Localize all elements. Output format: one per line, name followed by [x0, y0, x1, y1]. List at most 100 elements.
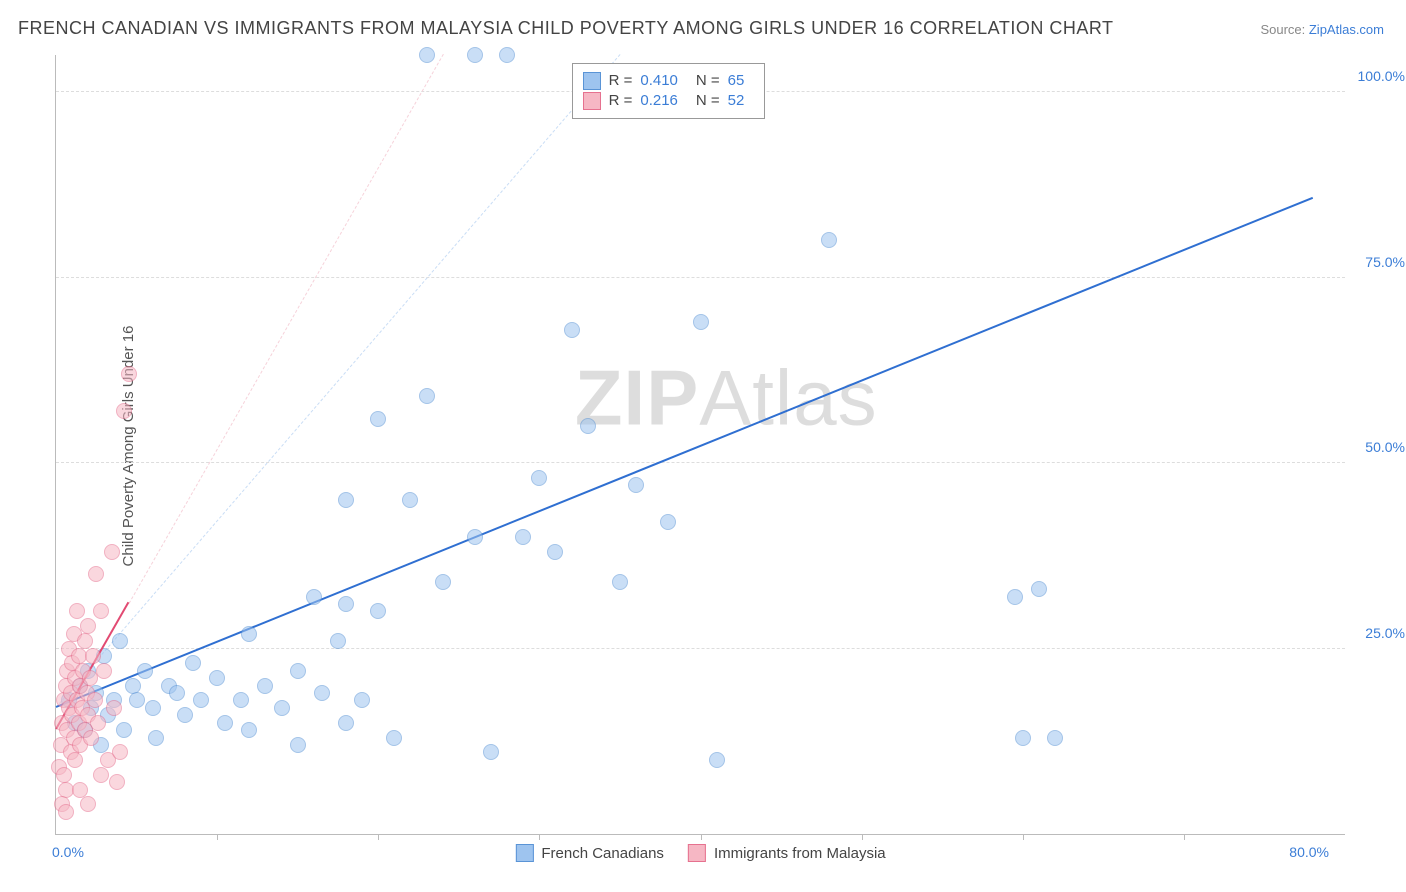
y-tick-label: 50.0%: [1365, 439, 1405, 455]
data-point: [402, 492, 418, 508]
watermark: ZIPAtlas: [575, 352, 878, 443]
legend-r-value: 0.410: [640, 72, 678, 89]
data-point: [85, 648, 101, 664]
data-point: [338, 492, 354, 508]
data-point: [145, 700, 161, 716]
data-point: [499, 47, 515, 63]
legend-series-item: Immigrants from Malaysia: [688, 844, 886, 862]
trend-line: [56, 54, 621, 708]
data-point: [515, 529, 531, 545]
data-point: [306, 589, 322, 605]
data-point: [116, 403, 132, 419]
data-point: [612, 574, 628, 590]
data-point: [88, 566, 104, 582]
chart-title: FRENCH CANADIAN VS IMMIGRANTS FROM MALAY…: [18, 18, 1114, 39]
data-point: [290, 737, 306, 753]
data-point: [419, 47, 435, 63]
data-point: [386, 730, 402, 746]
data-point: [564, 322, 580, 338]
data-point: [217, 715, 233, 731]
gridline-h: [56, 277, 1345, 278]
data-point: [241, 722, 257, 738]
legend-r-label: R =: [609, 92, 633, 109]
x-tick: [1184, 834, 1185, 840]
data-point: [90, 715, 106, 731]
data-point: [112, 633, 128, 649]
data-point: [435, 574, 451, 590]
data-point: [93, 603, 109, 619]
data-point: [483, 744, 499, 760]
data-point: [80, 796, 96, 812]
data-point: [628, 477, 644, 493]
gridline-h: [56, 648, 1345, 649]
data-point: [121, 366, 137, 382]
data-point: [338, 596, 354, 612]
legend-n-label: N =: [696, 92, 720, 109]
x-tick: [539, 834, 540, 840]
data-point: [370, 411, 386, 427]
data-point: [80, 618, 96, 634]
data-point: [93, 767, 109, 783]
data-point: [314, 685, 330, 701]
data-point: [72, 782, 88, 798]
data-point: [1031, 581, 1047, 597]
legend-stats-row: R = 0.216 N = 52: [583, 92, 755, 110]
data-point: [330, 633, 346, 649]
data-point: [177, 707, 193, 723]
x-tick: [862, 834, 863, 840]
data-point: [193, 692, 209, 708]
data-point: [467, 529, 483, 545]
data-point: [83, 730, 99, 746]
x-tick: [217, 834, 218, 840]
data-point: [338, 715, 354, 731]
x-tick-label-max: 80.0%: [1289, 844, 1329, 860]
data-point: [87, 692, 103, 708]
legend-r-value: 0.216: [640, 92, 678, 109]
legend-series-label: French Canadians: [541, 845, 664, 862]
data-point: [290, 663, 306, 679]
watermark-rest: Atlas: [699, 353, 877, 441]
trend-line: [128, 54, 443, 603]
data-point: [354, 692, 370, 708]
data-point: [1007, 589, 1023, 605]
data-point: [531, 470, 547, 486]
data-point: [96, 663, 112, 679]
source-link[interactable]: ZipAtlas.com: [1309, 22, 1384, 37]
data-point: [58, 804, 74, 820]
data-point: [693, 314, 709, 330]
data-point: [106, 700, 122, 716]
x-tick-label-min: 0.0%: [52, 844, 84, 860]
legend-swatch: [515, 844, 533, 862]
data-point: [274, 700, 290, 716]
data-point: [69, 603, 85, 619]
data-point: [104, 544, 120, 560]
legend-n-value: 65: [728, 72, 745, 89]
data-point: [56, 767, 72, 783]
y-tick-label: 100.0%: [1358, 68, 1405, 84]
gridline-h: [56, 462, 1345, 463]
legend-n-label: N =: [696, 72, 720, 89]
legend-r-label: R =: [609, 72, 633, 89]
data-point: [125, 678, 141, 694]
data-point: [129, 692, 145, 708]
data-point: [137, 663, 153, 679]
legend-n-value: 52: [728, 92, 745, 109]
data-point: [547, 544, 563, 560]
data-point: [209, 670, 225, 686]
legend-swatch: [688, 844, 706, 862]
legend-series: French Canadians Immigrants from Malaysia: [515, 844, 885, 862]
data-point: [660, 514, 676, 530]
data-point: [821, 232, 837, 248]
data-point: [241, 626, 257, 642]
data-point: [419, 388, 435, 404]
y-tick-label: 75.0%: [1365, 254, 1405, 270]
data-point: [112, 744, 128, 760]
data-point: [109, 774, 125, 790]
data-point: [370, 603, 386, 619]
data-point: [67, 752, 83, 768]
data-point: [1015, 730, 1031, 746]
legend-series-item: French Canadians: [515, 844, 664, 862]
data-point: [580, 418, 596, 434]
data-point: [257, 678, 273, 694]
source-attribution: Source: ZipAtlas.com: [1260, 22, 1384, 37]
